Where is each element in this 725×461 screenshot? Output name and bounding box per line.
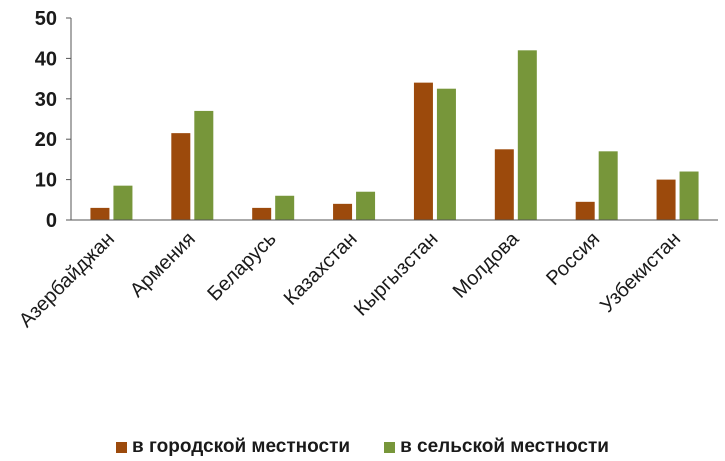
bar-rural [194, 110, 214, 220]
bar-urban [656, 179, 676, 220]
bar-urban [413, 82, 433, 220]
x-tick-label: Молдова [449, 227, 524, 302]
x-tick-label: Армения [126, 228, 200, 302]
legend-label-urban: в городской местности [132, 436, 351, 457]
legend-item-rural: в сельской местности [384, 436, 609, 458]
bar-rural [517, 50, 537, 220]
legend-swatch-urban [116, 441, 128, 453]
y-tick-label: 50 [35, 8, 57, 30]
x-tick-label: Россия [542, 228, 604, 290]
bars [90, 50, 699, 220]
x-tick-label: Беларусь [203, 228, 280, 305]
x-tick-label: Кыргызстан [350, 228, 443, 321]
legend: в городской местности в сельской местнос… [0, 436, 725, 458]
y-tick-label: 0 [46, 210, 57, 232]
bar-rural [436, 88, 456, 220]
bar-urban [333, 203, 353, 220]
y-tick-label: 20 [35, 129, 57, 151]
y-axis: 0 10 20 30 40 50 [35, 8, 72, 232]
bar-rural [679, 171, 699, 220]
bar-urban [90, 207, 110, 220]
bar-rural [275, 195, 295, 220]
bar-urban [171, 133, 191, 220]
bar-urban [494, 149, 514, 220]
legend-label-rural: в сельской местности [400, 436, 609, 457]
x-tick-label: Узбекистан [596, 228, 685, 317]
bar-urban [252, 207, 272, 220]
legend-swatch-rural [384, 441, 396, 453]
y-tick-label: 30 [35, 89, 57, 111]
x-tick-label: Казахстан [280, 228, 362, 310]
y-tick-label: 10 [35, 170, 57, 192]
bar-rural [113, 185, 133, 220]
bar-urban [575, 201, 595, 220]
x-tick-label: Азербайджан [15, 228, 119, 332]
bar-rural [356, 191, 376, 220]
x-axis: Азербайджан Армения Беларусь КазахстанКыргы… [15, 219, 718, 332]
y-tick-label: 40 [35, 48, 57, 70]
bar-rural [598, 151, 618, 220]
legend-item-urban: в городской местности [116, 436, 350, 458]
